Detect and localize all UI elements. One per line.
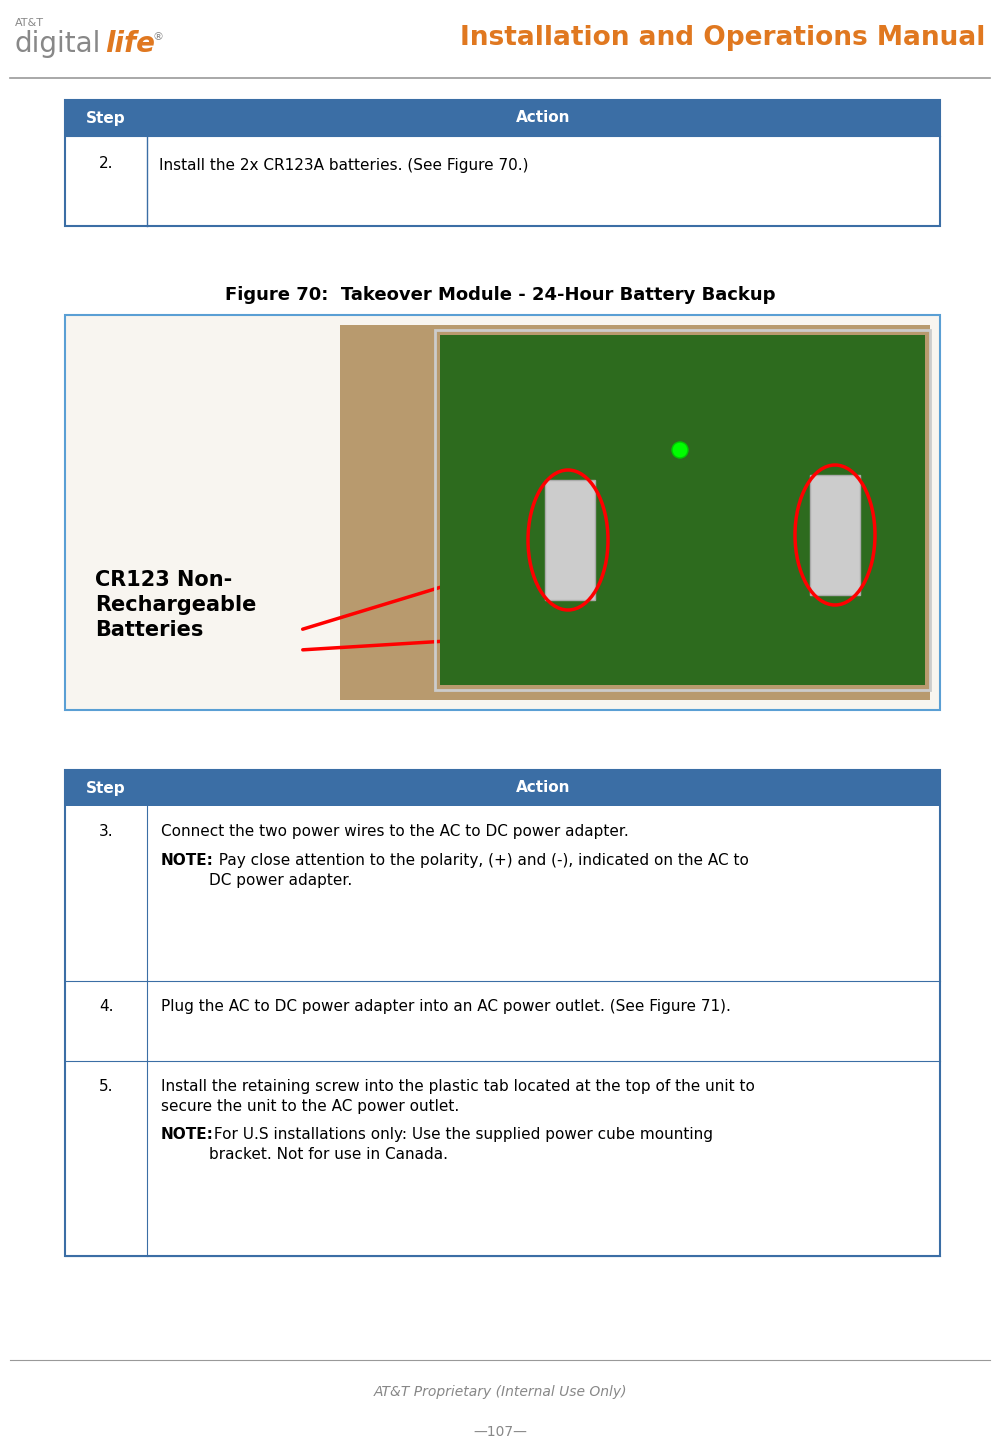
Bar [440, 335, 925, 685]
Text: Step: Step [86, 111, 126, 126]
Bar [65, 981, 940, 1061]
Text: Pay close attention to the polarity, (+) and (-), indicated on the AC to
DC powe: Pay close attention to the polarity, (+)… [209, 853, 749, 887]
Bar [65, 136, 940, 227]
Text: AT&T: AT&T [15, 17, 44, 27]
Bar [65, 807, 940, 981]
Text: AT&T Proprietary (Internal Use Only): AT&T Proprietary (Internal Use Only) [373, 1385, 627, 1400]
Circle shape [672, 442, 688, 457]
Text: Plug the AC to DC power adapter into an AC power outlet. (See Figure 71).: Plug the AC to DC power adapter into an … [161, 999, 731, 1014]
Text: CR123 Non-
Rechargeable
Batteries: CR123 Non- Rechargeable Batteries [95, 570, 256, 639]
Text: Installation and Operations Manual: Installation and Operations Manual [460, 25, 985, 51]
Bar [65, 771, 940, 807]
Text: Figure 70:  Takeover Module - 24-Hour Battery Backup: Figure 70: Takeover Module - 24-Hour Bat… [225, 286, 775, 304]
Bar [435, 330, 930, 690]
Text: Install the retaining screw into the plastic tab located at the top of the unit : Install the retaining screw into the pla… [161, 1079, 755, 1114]
Text: NOTE:: NOTE: [161, 853, 214, 869]
Bar [340, 325, 930, 700]
Bar [65, 771, 940, 1255]
Bar [810, 475, 860, 595]
Text: For U.S installations only: Use the supplied power cube mounting
bracket. Not fo: For U.S installations only: Use the supp… [209, 1127, 713, 1162]
Bar [65, 100, 940, 227]
Text: NOTE:: NOTE: [161, 1127, 214, 1141]
Text: Step: Step [86, 781, 126, 795]
Text: 5.: 5. [99, 1079, 113, 1094]
Text: Action: Action [516, 781, 571, 795]
Text: digital: digital [15, 30, 101, 58]
Bar [65, 315, 940, 710]
Bar [65, 100, 940, 136]
Text: Connect the two power wires to the AC to DC power adapter.: Connect the two power wires to the AC to… [161, 824, 629, 838]
Text: life: life [105, 30, 155, 58]
Bar [545, 481, 595, 600]
Text: 3.: 3. [99, 824, 113, 838]
Text: Install the 2x CR123A batteries. (See Figure 70.): Install the 2x CR123A batteries. (See Fi… [159, 157, 528, 173]
Text: ®: ® [152, 32, 163, 42]
Text: 2.: 2. [99, 156, 113, 172]
Text: 4.: 4. [99, 999, 113, 1014]
Bar [65, 1061, 940, 1255]
Text: —107—: —107— [473, 1426, 527, 1439]
Text: Action: Action [516, 111, 571, 126]
